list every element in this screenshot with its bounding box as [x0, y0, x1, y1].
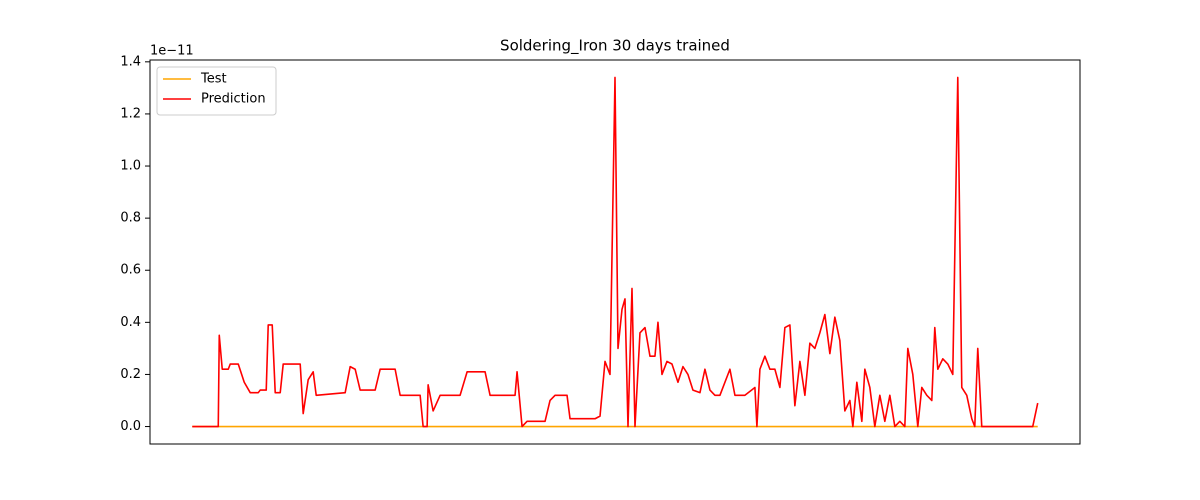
legend-label: Test — [200, 72, 227, 87]
y-offset-label: 1e−11 — [150, 44, 194, 59]
legend-label: Prediction — [201, 92, 266, 107]
y-tick-label: 0.4 — [120, 315, 141, 330]
y-tick-label: 0.2 — [120, 367, 141, 382]
y-tick-label: 0.0 — [120, 419, 141, 434]
series-line — [192, 76, 1039, 428]
chart-title: Soldering_Iron 30 days trained — [500, 37, 730, 56]
y-tick-label: 0.6 — [120, 263, 141, 278]
y-tick-label: 1.4 — [120, 54, 141, 69]
y-tick-label: 1.0 — [120, 159, 141, 174]
y-tick-label: 1.2 — [120, 106, 141, 121]
axes-frame — [149, 59, 1081, 445]
y-tick-label: 0.8 — [120, 211, 141, 226]
